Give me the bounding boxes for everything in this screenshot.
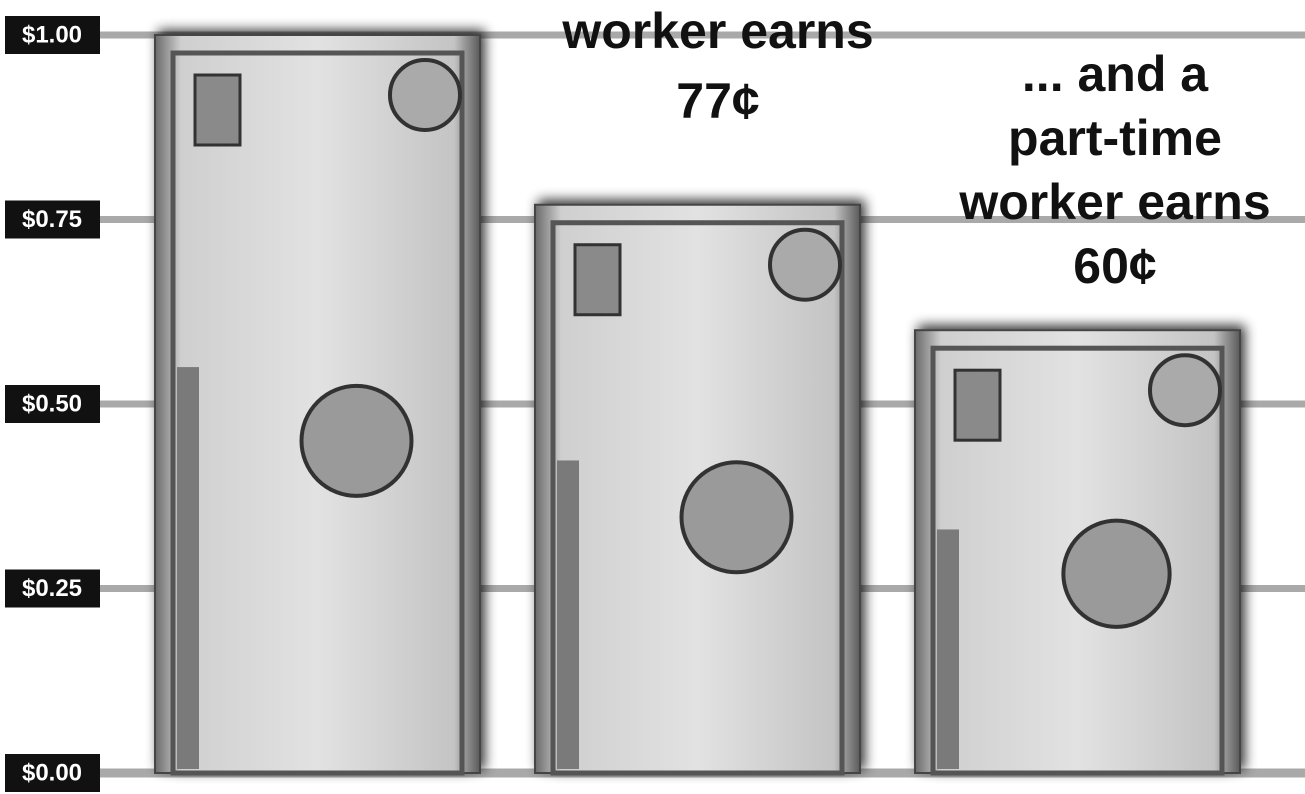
- bill-text-band: [177, 367, 199, 769]
- chart: $0.00 $0.25 $0.50 $0.75 $1.00 worker earns 77¢…: [0, 0, 1305, 794]
- annotation-line: ... and a: [1022, 46, 1209, 102]
- y-tick-label: $0.50: [22, 390, 82, 417]
- y-tick-label: $0.25: [22, 575, 82, 602]
- bill-corner: [1150, 355, 1220, 425]
- bill-text-band: [937, 529, 959, 769]
- annotation-line: worker earns: [561, 3, 873, 59]
- bill-text-band: [557, 460, 579, 769]
- bill: [535, 205, 860, 773]
- y-tick-label: $0.75: [22, 206, 82, 233]
- annotation-line: worker earns: [958, 174, 1270, 230]
- bill-seal: [682, 462, 792, 572]
- bill-corner-one: [195, 75, 240, 145]
- y-tick-label: $1.00: [22, 21, 82, 48]
- bill: [155, 35, 480, 773]
- bill-corner: [390, 60, 460, 130]
- annotation-line: part-time: [1008, 110, 1222, 166]
- bill: [915, 330, 1240, 773]
- bill-seal: [1063, 521, 1169, 627]
- page: $0.00 $0.25 $0.50 $0.75 $1.00 worker earns 77¢…: [0, 0, 1305, 794]
- bill-corner-one: [575, 245, 620, 315]
- bill-corner-one: [955, 370, 1000, 440]
- y-tick-label: $0.00: [22, 759, 82, 786]
- annotation-line: 60¢: [1073, 238, 1156, 294]
- bill-seal: [302, 386, 412, 496]
- bill-corner: [770, 230, 840, 300]
- annotation-line: 77¢: [676, 73, 759, 129]
